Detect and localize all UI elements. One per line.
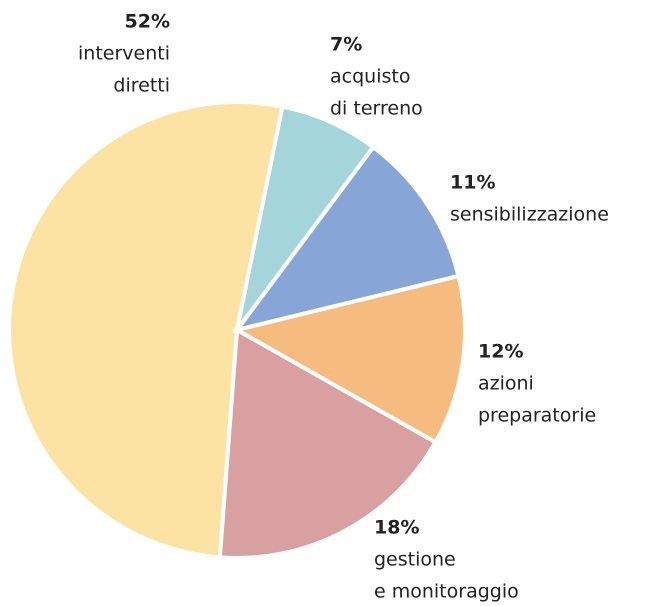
pie-slice [7, 100, 285, 560]
category-label: e monitoraggio [374, 581, 519, 603]
pie-slice [217, 326, 439, 560]
category-label: preparatorie [478, 405, 596, 427]
category-label: interventi [78, 43, 170, 65]
category-label: diretti [113, 75, 170, 97]
value-label: 52% [125, 11, 170, 33]
value-label: 18% [374, 517, 419, 539]
category-label: sensibilizzazione [450, 204, 609, 226]
category-label: azioni [478, 373, 534, 395]
category-label: acquisto [330, 66, 410, 88]
pie-slice [231, 273, 467, 445]
category-label: gestione [374, 549, 456, 571]
value-label: 12% [478, 341, 523, 363]
value-label: 11% [450, 172, 495, 194]
value-label: 7% [330, 34, 362, 56]
category-label: di terreno [330, 98, 423, 120]
pie-slice [232, 144, 461, 334]
